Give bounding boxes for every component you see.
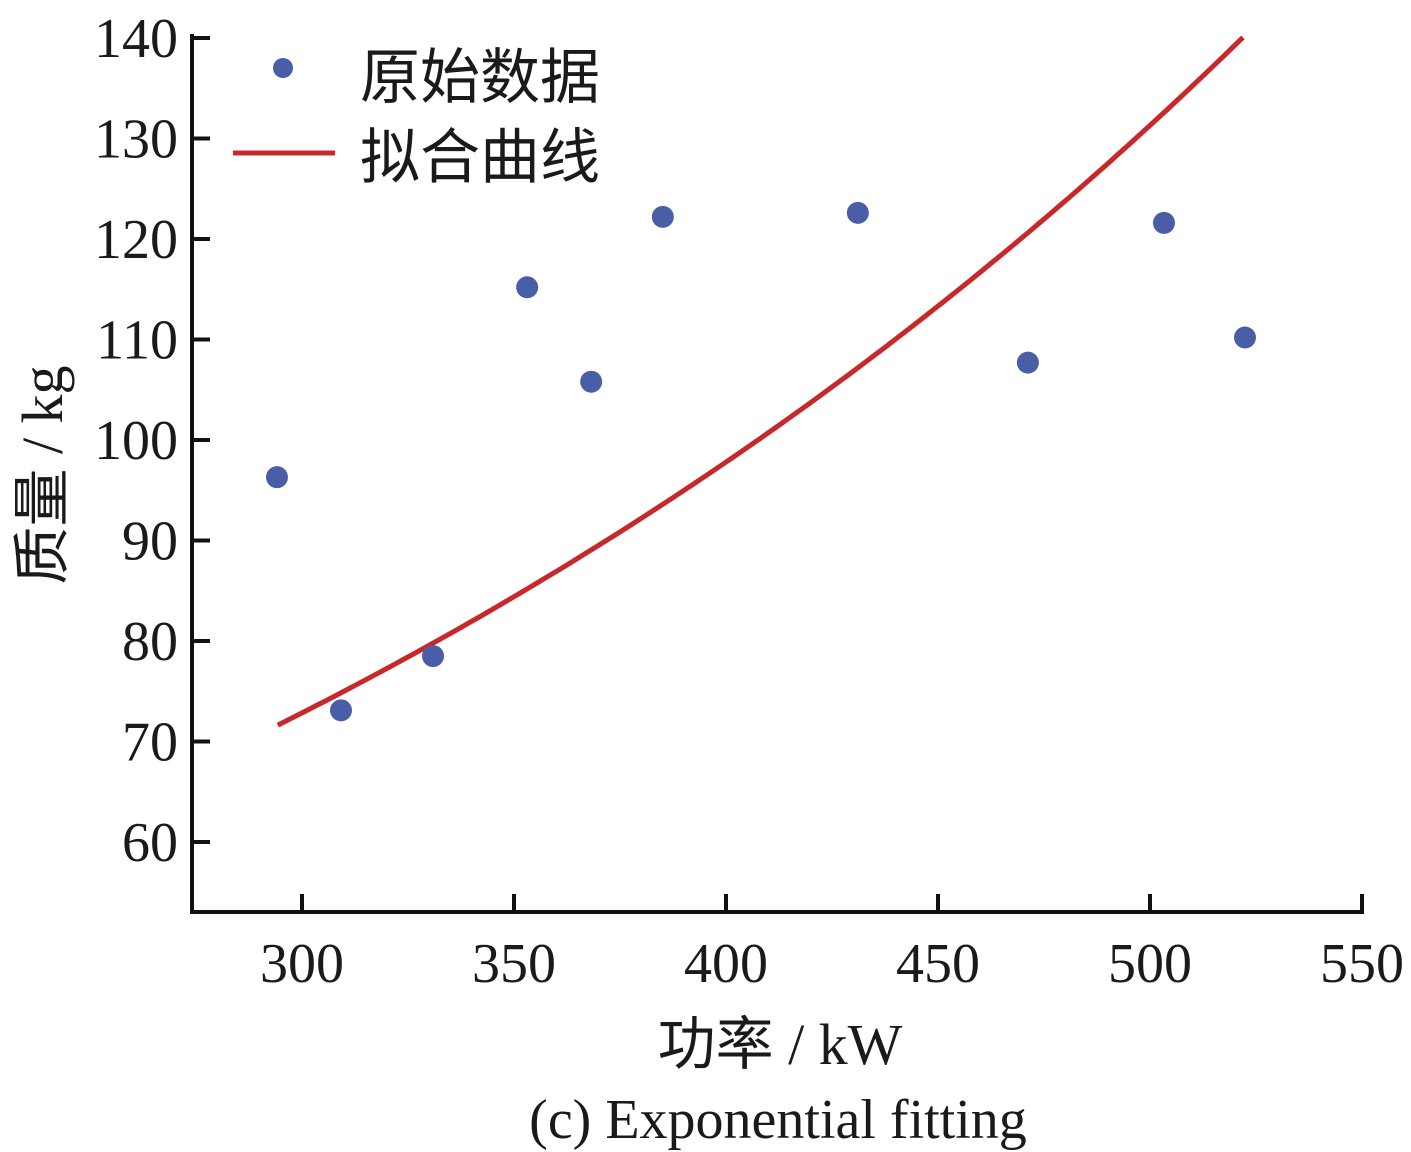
y-tick-label: 90 (122, 511, 178, 573)
y-tick-label: 130 (94, 109, 178, 171)
legend-marker-raw-data (273, 58, 293, 78)
x-tick-label: 450 (896, 933, 980, 995)
x-axis-label: 功率 / kW (658, 1012, 903, 1077)
y-tick-label: 110 (96, 310, 178, 372)
y-tick-label: 80 (122, 611, 178, 673)
y-tick-label: 60 (122, 812, 178, 874)
x-tick-label: 500 (1108, 933, 1192, 995)
data-point (422, 645, 445, 668)
legend-label-raw-data: 原始数据 (360, 45, 600, 111)
x-tick-label: 350 (472, 933, 556, 995)
y-tick-label: 70 (122, 712, 178, 774)
y-axis-label: 质量 / kg (10, 365, 75, 584)
y-tick-label: 100 (94, 410, 178, 472)
data-point (1016, 351, 1039, 374)
x-tick-label: 300 (260, 933, 344, 995)
data-point (516, 276, 539, 299)
data-point (1152, 211, 1175, 234)
axes: 60 70 80 90 100 110 120 130 140 300 350 400 450 500 55… (94, 8, 1404, 995)
data-point (265, 466, 288, 489)
data-point (1233, 326, 1256, 349)
fit-curve (276, 35, 1245, 728)
y-tick-label: 120 (94, 209, 178, 271)
x-tick-label: 400 (684, 933, 768, 995)
x-tick-label: 550 (1320, 933, 1404, 995)
marks (265, 35, 1256, 728)
data-point (846, 201, 869, 224)
legend: 原始数据 拟合曲线 (233, 45, 600, 191)
data-point (651, 205, 674, 228)
data-point (580, 370, 603, 393)
y-tick-label: 140 (94, 8, 178, 70)
legend-label-fit-curve: 拟合曲线 (360, 125, 600, 191)
data-point (330, 699, 353, 722)
chart-caption: (c) Exponential fitting (529, 1089, 1027, 1151)
